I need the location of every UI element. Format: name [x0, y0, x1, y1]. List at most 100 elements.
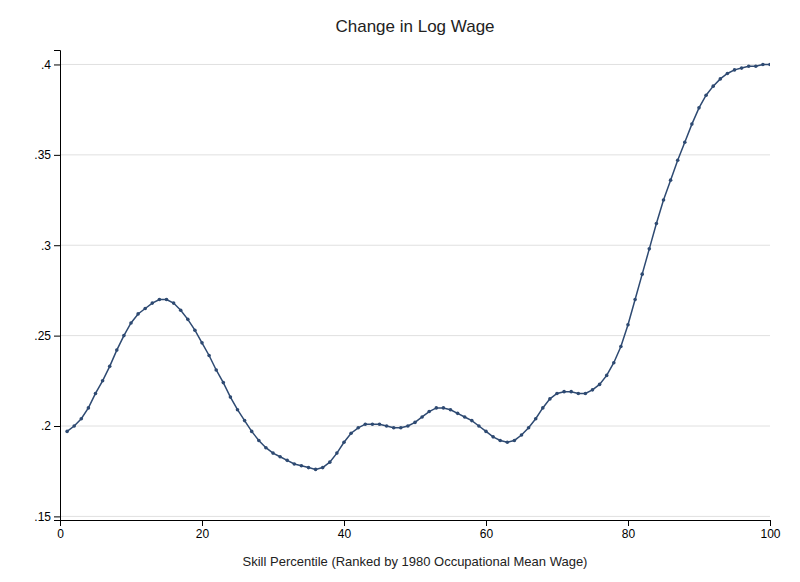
y-tick: .15: [34, 510, 60, 524]
point: [669, 178, 673, 182]
y-tick-mark: [54, 245, 60, 246]
point: [726, 72, 730, 76]
x-tick: 20: [196, 520, 210, 541]
point: [207, 354, 211, 358]
point: [314, 468, 318, 472]
point: [108, 365, 112, 369]
point: [293, 462, 297, 466]
point: [94, 392, 98, 396]
point: [442, 406, 446, 410]
point: [719, 77, 723, 81]
x-axis: 0 20 40 60 80 100: [57, 520, 781, 541]
point: [321, 466, 325, 470]
point: [136, 312, 140, 316]
point: [491, 435, 495, 439]
point: [264, 446, 268, 450]
point: [87, 406, 91, 410]
point: [385, 424, 389, 428]
x-tick-mark: [202, 520, 203, 526]
point: [449, 408, 453, 412]
point: [648, 247, 652, 251]
point: [555, 392, 559, 396]
point: [300, 464, 304, 468]
x-tick-label: 0: [57, 527, 64, 541]
y-tick-label: .25: [34, 329, 51, 343]
y-axis-line: [54, 51, 61, 521]
y-tick-label: .35: [34, 148, 51, 162]
grid-line: [60, 154, 770, 155]
point: [186, 318, 190, 322]
point: [101, 379, 105, 383]
point: [711, 84, 715, 88]
point: [342, 440, 346, 444]
point: [271, 451, 275, 455]
chart: 020406080100.15.2.25.3.35.4Change in Log…: [0, 0, 800, 582]
point: [356, 426, 360, 430]
point: [484, 430, 488, 434]
point: [243, 419, 247, 423]
point: [278, 455, 282, 459]
point: [584, 392, 588, 396]
x-tick: 40: [338, 520, 352, 541]
point: [179, 309, 183, 313]
point: [662, 198, 666, 202]
point: [768, 63, 770, 67]
x-axis-title: Skill Percentile (Ranked by 1980 Occupat…: [243, 554, 588, 569]
point: [413, 421, 417, 425]
point: [463, 415, 467, 419]
x-tick: 80: [622, 520, 636, 541]
title: Change in Log Wage: [335, 17, 494, 36]
point: [534, 417, 538, 421]
point: [513, 439, 517, 443]
point: [285, 459, 289, 463]
point: [200, 341, 204, 345]
point: [222, 381, 226, 385]
point: [399, 426, 403, 430]
x-tick: 60: [480, 520, 494, 541]
y-tick-label: .3: [41, 239, 51, 253]
y-tick-mark: [54, 426, 60, 427]
point: [470, 419, 474, 423]
point: [683, 140, 687, 144]
x-tick: 0: [57, 520, 64, 541]
grid-line: [60, 245, 770, 246]
x-tick-label: 60: [480, 527, 494, 541]
y-tick-mark: [54, 336, 60, 337]
y-tick: .35: [34, 148, 60, 162]
point: [733, 68, 737, 72]
point: [477, 424, 481, 428]
point: [72, 424, 76, 428]
point: [307, 466, 311, 470]
point: [115, 348, 119, 352]
point: [655, 222, 659, 226]
point: [506, 440, 510, 444]
point: [541, 406, 545, 410]
grid-line: [60, 64, 770, 65]
point: [690, 122, 694, 126]
point: [562, 390, 566, 394]
point: [754, 64, 758, 68]
point: [364, 422, 368, 426]
point: [435, 406, 439, 410]
point: [378, 422, 382, 426]
point: [640, 272, 644, 276]
point: [612, 361, 616, 365]
point: [740, 66, 744, 70]
marks: [65, 63, 770, 472]
point: [704, 93, 708, 97]
x-tick-label: 80: [622, 527, 636, 541]
y-tick-label: .15: [34, 510, 51, 524]
x-tick-label: 100: [760, 527, 780, 541]
point: [527, 426, 531, 430]
y-tick: .2: [41, 419, 60, 433]
point: [80, 417, 84, 421]
point: [498, 439, 502, 443]
point: [122, 334, 126, 338]
point: [520, 433, 524, 437]
y-tick-mark: [54, 155, 60, 156]
grid-line: [60, 516, 770, 517]
x-axis-line: [61, 521, 771, 527]
point: [761, 63, 765, 67]
y-axis: .15.2.25.3.35.4: [34, 51, 60, 524]
x-tick-mark: [486, 520, 487, 526]
